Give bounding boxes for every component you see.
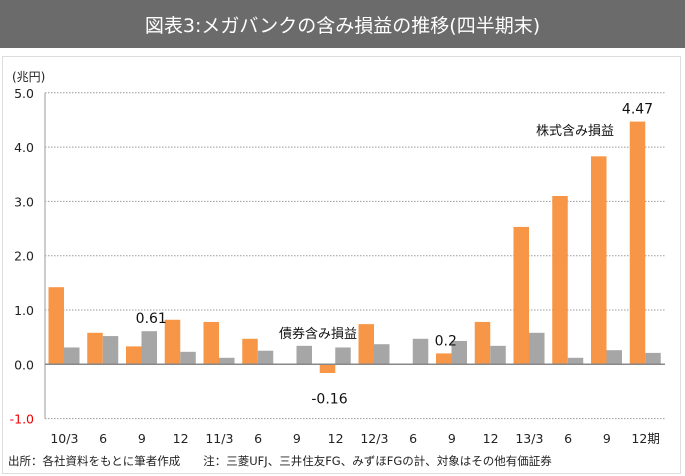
y-tick-label: 5.0 (14, 86, 34, 101)
data-label: -0.16 (311, 392, 347, 408)
bar-stock-13 (552, 195, 568, 365)
y-tick-label: 4.0 (14, 140, 34, 155)
x-tick-label: 13/3 (515, 431, 543, 446)
footnote: 出所：各社資料をもとに筆者作成 注：三菱UFJ、三井住友FG、みずほFGの計、対… (8, 454, 552, 468)
bar-bond-14 (606, 350, 622, 365)
y-tick-label: 0.0 (14, 357, 34, 372)
bar-stock-7 (319, 364, 336, 373)
bar-bond-1 (102, 336, 119, 365)
bar-bond-12 (529, 332, 545, 365)
bar-stock-2 (126, 346, 142, 365)
bar-stock-1 (87, 332, 103, 365)
x-tick-label: 6 (254, 431, 262, 446)
x-tick-label: 12 (328, 431, 344, 446)
y-tick-label: -1.0 (10, 412, 34, 427)
bar-stock-10 (436, 353, 452, 365)
bar-bond-13 (567, 357, 584, 365)
bar-bond-15 (645, 352, 661, 365)
x-tick-label: 12期 (631, 431, 659, 446)
bar-bond-0 (64, 347, 80, 365)
bar-bond-6 (296, 345, 312, 365)
bar-stock-3 (164, 319, 181, 365)
bar-stock-15 (629, 121, 646, 365)
bar-stock-4 (203, 321, 219, 365)
y-tick-label: 3.0 (14, 194, 34, 209)
chart-frame (2, 56, 681, 474)
bar-bond-10 (451, 340, 467, 365)
bar-stock-11 (474, 321, 491, 365)
bar-bond-9 (412, 338, 429, 365)
bar-bond-11 (490, 345, 506, 365)
x-tick-label: 6 (99, 431, 107, 446)
x-tick-label: 12/3 (360, 431, 388, 446)
x-tick-label: 12 (173, 431, 189, 446)
data-label: 4.47 (622, 102, 653, 118)
bar-bond-4 (219, 357, 235, 365)
x-tick-label: 10/3 (50, 431, 78, 446)
data-label: 0.61 (136, 311, 167, 327)
bar-bond-7 (335, 347, 351, 365)
x-tick-label: 9 (293, 431, 301, 446)
series-annotation: 株式含み損益 (536, 123, 614, 139)
x-tick-label: 9 (448, 431, 456, 446)
x-tick-label: 6 (409, 431, 417, 446)
bar-bond-8 (374, 344, 390, 365)
bar-bond-2 (141, 331, 157, 365)
x-tick-label: 12 (483, 431, 499, 446)
bar-stock-5 (242, 338, 258, 365)
bar-stock-14 (591, 156, 607, 365)
y-tick-label: 2.0 (14, 249, 34, 264)
data-label: 0.2 (435, 333, 457, 349)
bar-stock-8 (358, 324, 374, 365)
x-tick-label: 9 (138, 431, 146, 446)
y-axis-unit: (兆円) (12, 70, 46, 84)
x-tick-label: 6 (564, 431, 572, 446)
bar-bond-3 (180, 351, 196, 365)
series-annotation: 債券含み損益 (279, 326, 357, 342)
chart-title: 図表3:メガバンクの含み損益の推移(四半期末) (0, 0, 685, 48)
x-tick-label: 11/3 (205, 431, 233, 446)
y-tick-label: 1.0 (14, 303, 34, 318)
bar-stock-0 (48, 287, 64, 365)
bar-stock-12 (513, 226, 529, 365)
x-tick-label: 9 (603, 431, 611, 446)
bar-bond-5 (257, 350, 274, 365)
